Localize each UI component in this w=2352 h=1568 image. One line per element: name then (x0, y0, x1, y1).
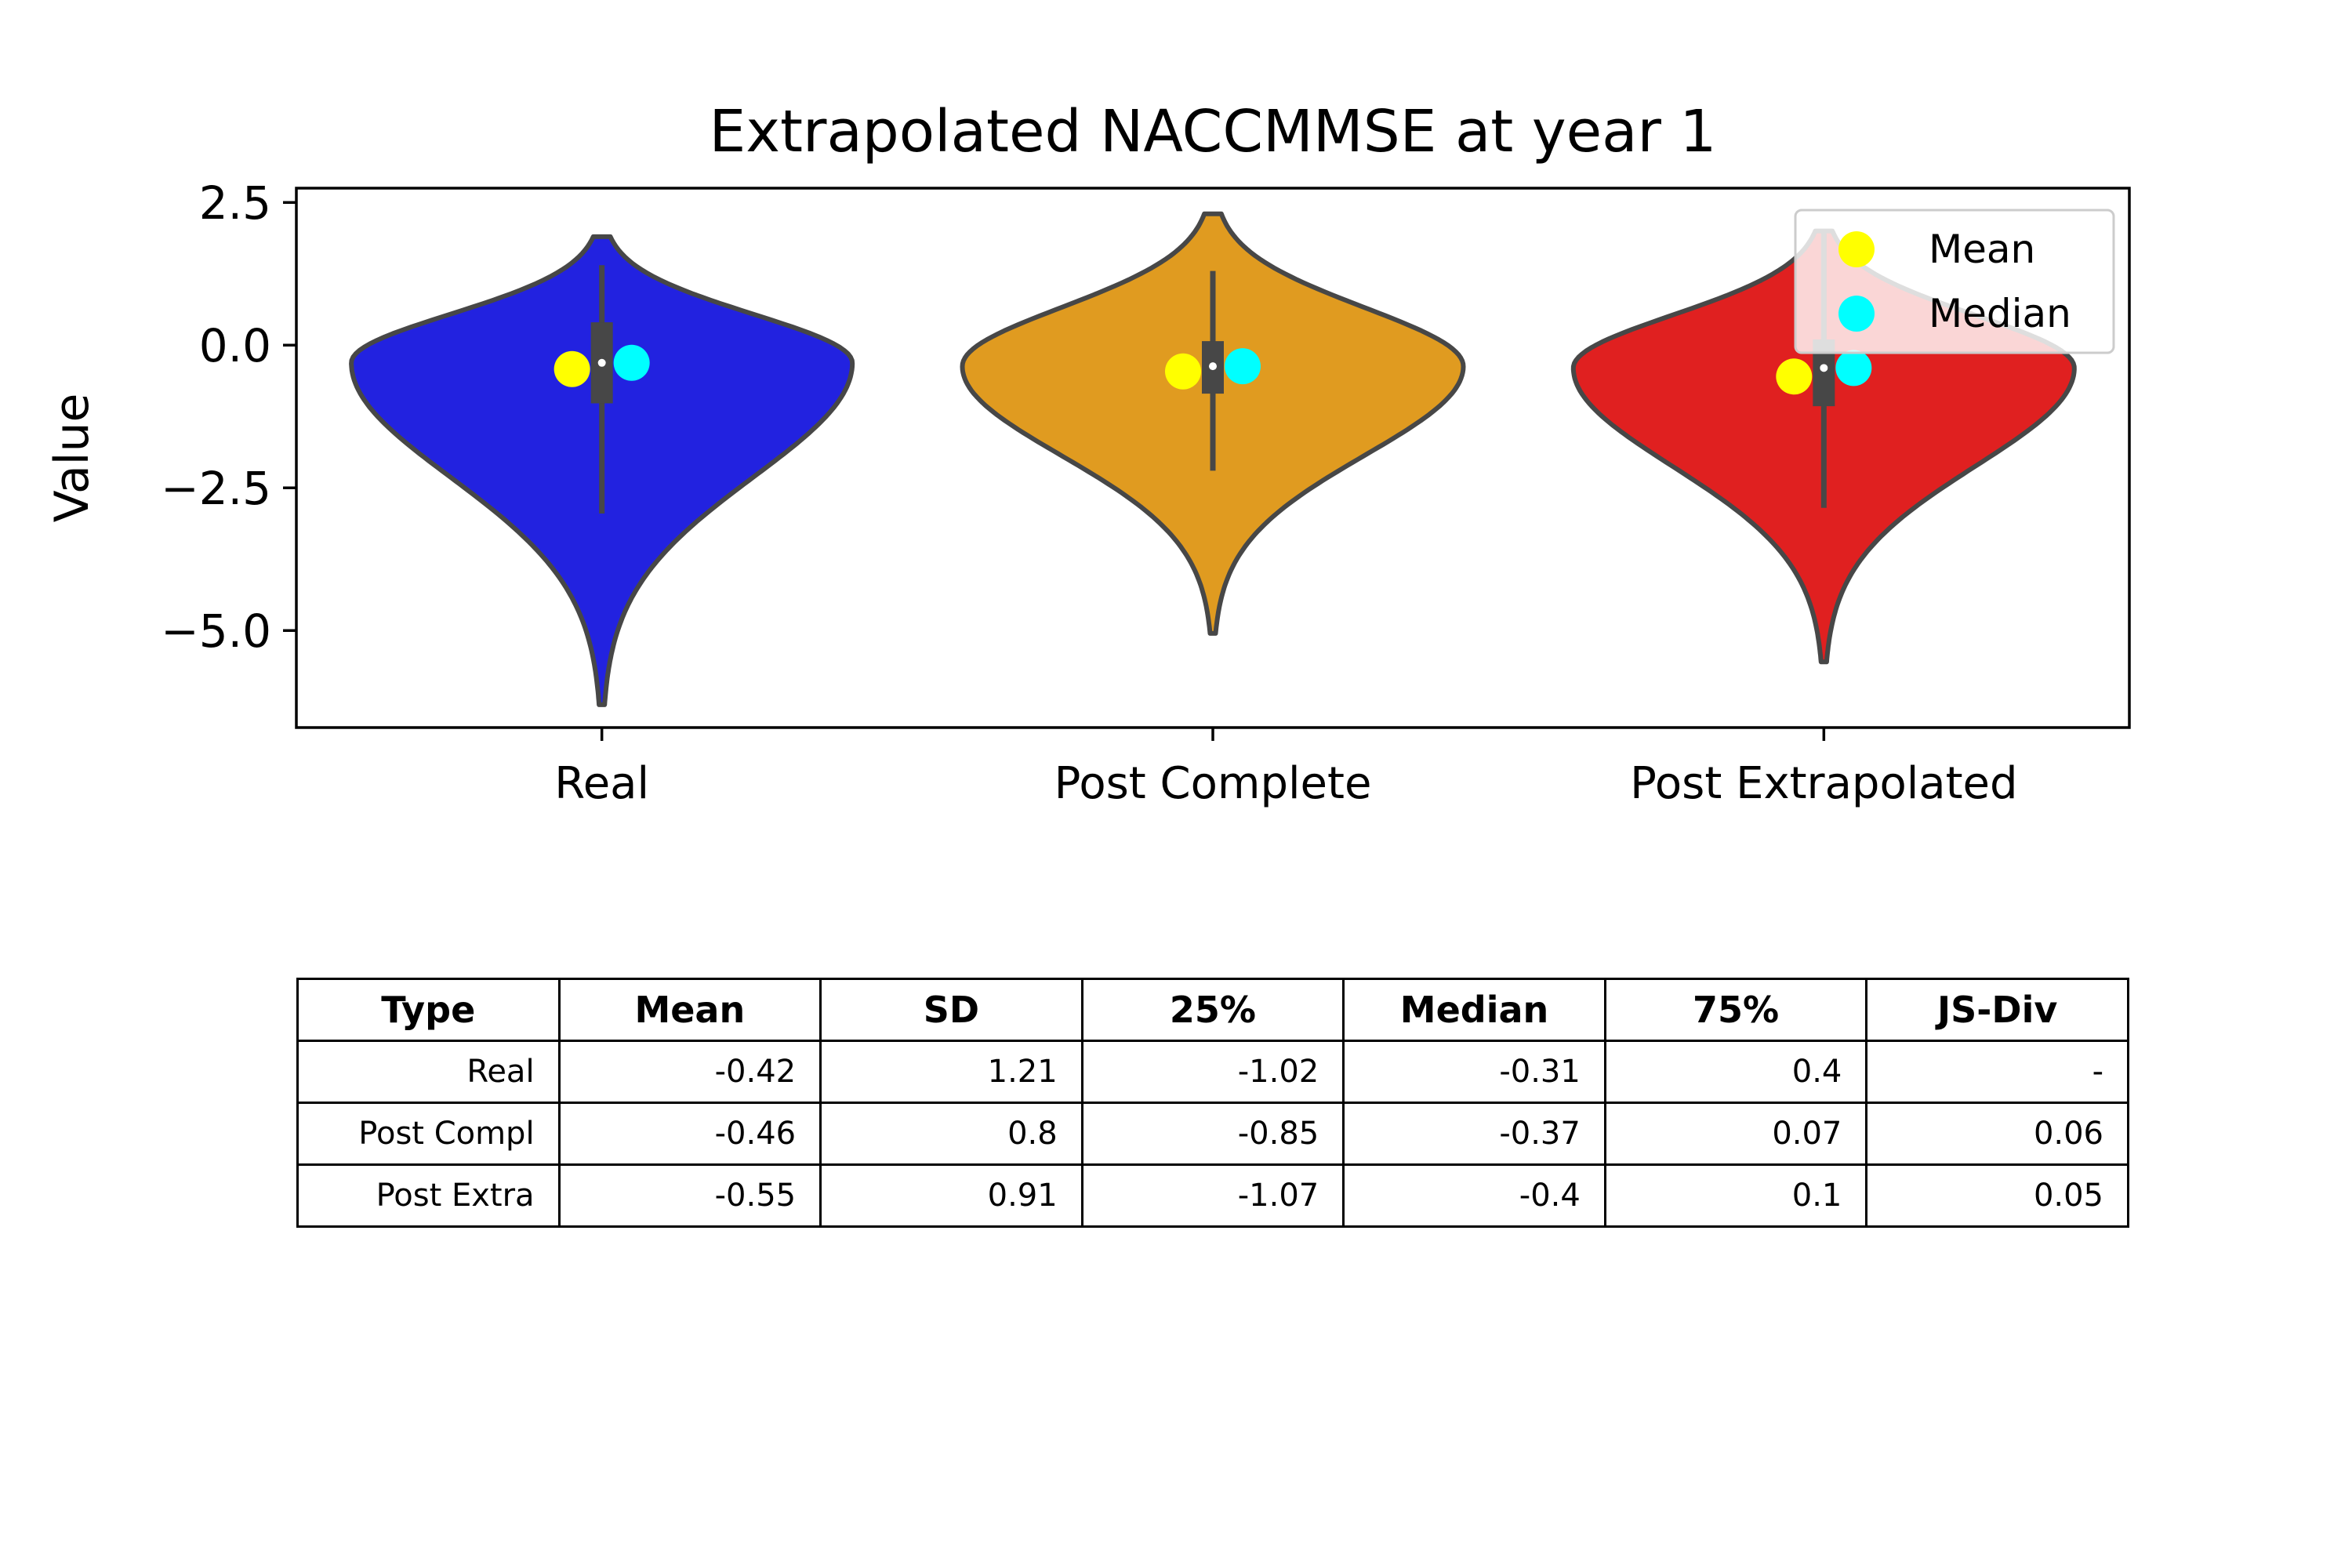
y-axis-label: Value (45, 394, 100, 523)
table-cell: 0.1 (1603, 1163, 1868, 1228)
y-tick-label: −2.5 (161, 462, 271, 515)
legend-box (1794, 209, 2115, 354)
table-cell: 0.06 (1865, 1102, 2129, 1166)
table-header-cell: Mean (557, 978, 822, 1042)
mean-marker (1776, 358, 1813, 395)
table-cell: -0.4 (1342, 1163, 1606, 1228)
violin-median-dot (597, 358, 606, 367)
table-cell: -0.55 (557, 1163, 822, 1228)
mean-marker (554, 350, 590, 387)
y-tick-label: 0.0 (199, 319, 271, 372)
table-header-row: Type Mean SD 25% Median 75% JS-Div (296, 978, 2129, 1042)
plot-frame (295, 187, 2131, 729)
violin-median-dot (1209, 362, 1217, 371)
x-tick-label: Post Extrapolated (1630, 758, 2017, 809)
table-cell: -0.42 (557, 1040, 822, 1104)
median-marker (613, 344, 650, 381)
table-cell: -0.85 (1080, 1102, 1345, 1166)
table-cell: Real (296, 1040, 561, 1104)
table-cell: - (1865, 1040, 2129, 1104)
median-marker (1225, 348, 1261, 385)
legend-label: Mean (1929, 227, 2035, 272)
table-header-cell: 25% (1080, 978, 1345, 1042)
table-row: Real -0.42 1.21 -1.02 -0.31 0.4 - (296, 1040, 2129, 1104)
table-cell: Post Compl (296, 1102, 561, 1166)
chart-title: Extrapolated NACCMMSE at year 1 (709, 98, 1716, 165)
y-tick-label: 2.5 (199, 176, 271, 230)
table-cell: Post Extra (296, 1163, 561, 1228)
table-header-cell: 75% (1603, 978, 1868, 1042)
table-cell: -0.37 (1342, 1102, 1606, 1166)
table-header-cell: Median (1342, 978, 1606, 1042)
table-cell: 0.05 (1865, 1163, 2129, 1228)
table-header-cell: JS-Div (1865, 978, 2129, 1042)
table-cell: 1.21 (819, 1040, 1083, 1104)
stats-table: Type Mean SD 25% Median 75% JS-Div Real … (296, 978, 2129, 1228)
table-cell: 0.8 (819, 1102, 1083, 1166)
table-row: Post Compl -0.46 0.8 -0.85 -0.37 0.07 0.… (296, 1102, 2129, 1166)
table-cell: -0.46 (557, 1102, 822, 1166)
violin-median-dot (1820, 364, 1828, 372)
table-cell: 0.4 (1603, 1040, 1868, 1104)
median-marker (1835, 350, 1872, 387)
table-cell: -1.07 (1080, 1163, 1345, 1228)
x-tick-label: Real (554, 758, 649, 809)
table-cell: -1.02 (1080, 1040, 1345, 1104)
table-cell: 0.07 (1603, 1102, 1868, 1166)
table-cell: -0.31 (1342, 1040, 1606, 1104)
x-tick-label: Post Complete (1054, 758, 1372, 809)
legend-mean-marker (1838, 231, 1875, 267)
table-header-cell: Type (296, 978, 561, 1042)
mean-marker (1165, 353, 1201, 390)
table-row: Post Extra -0.55 0.91 -1.07 -0.4 0.1 0.0… (296, 1163, 2129, 1228)
table-cell: 0.91 (819, 1163, 1083, 1228)
legend-median-marker (1838, 296, 1875, 332)
table-header-cell: SD (819, 978, 1083, 1042)
y-tick-label: −5.0 (161, 604, 271, 658)
legend-label: Median (1929, 291, 2071, 336)
